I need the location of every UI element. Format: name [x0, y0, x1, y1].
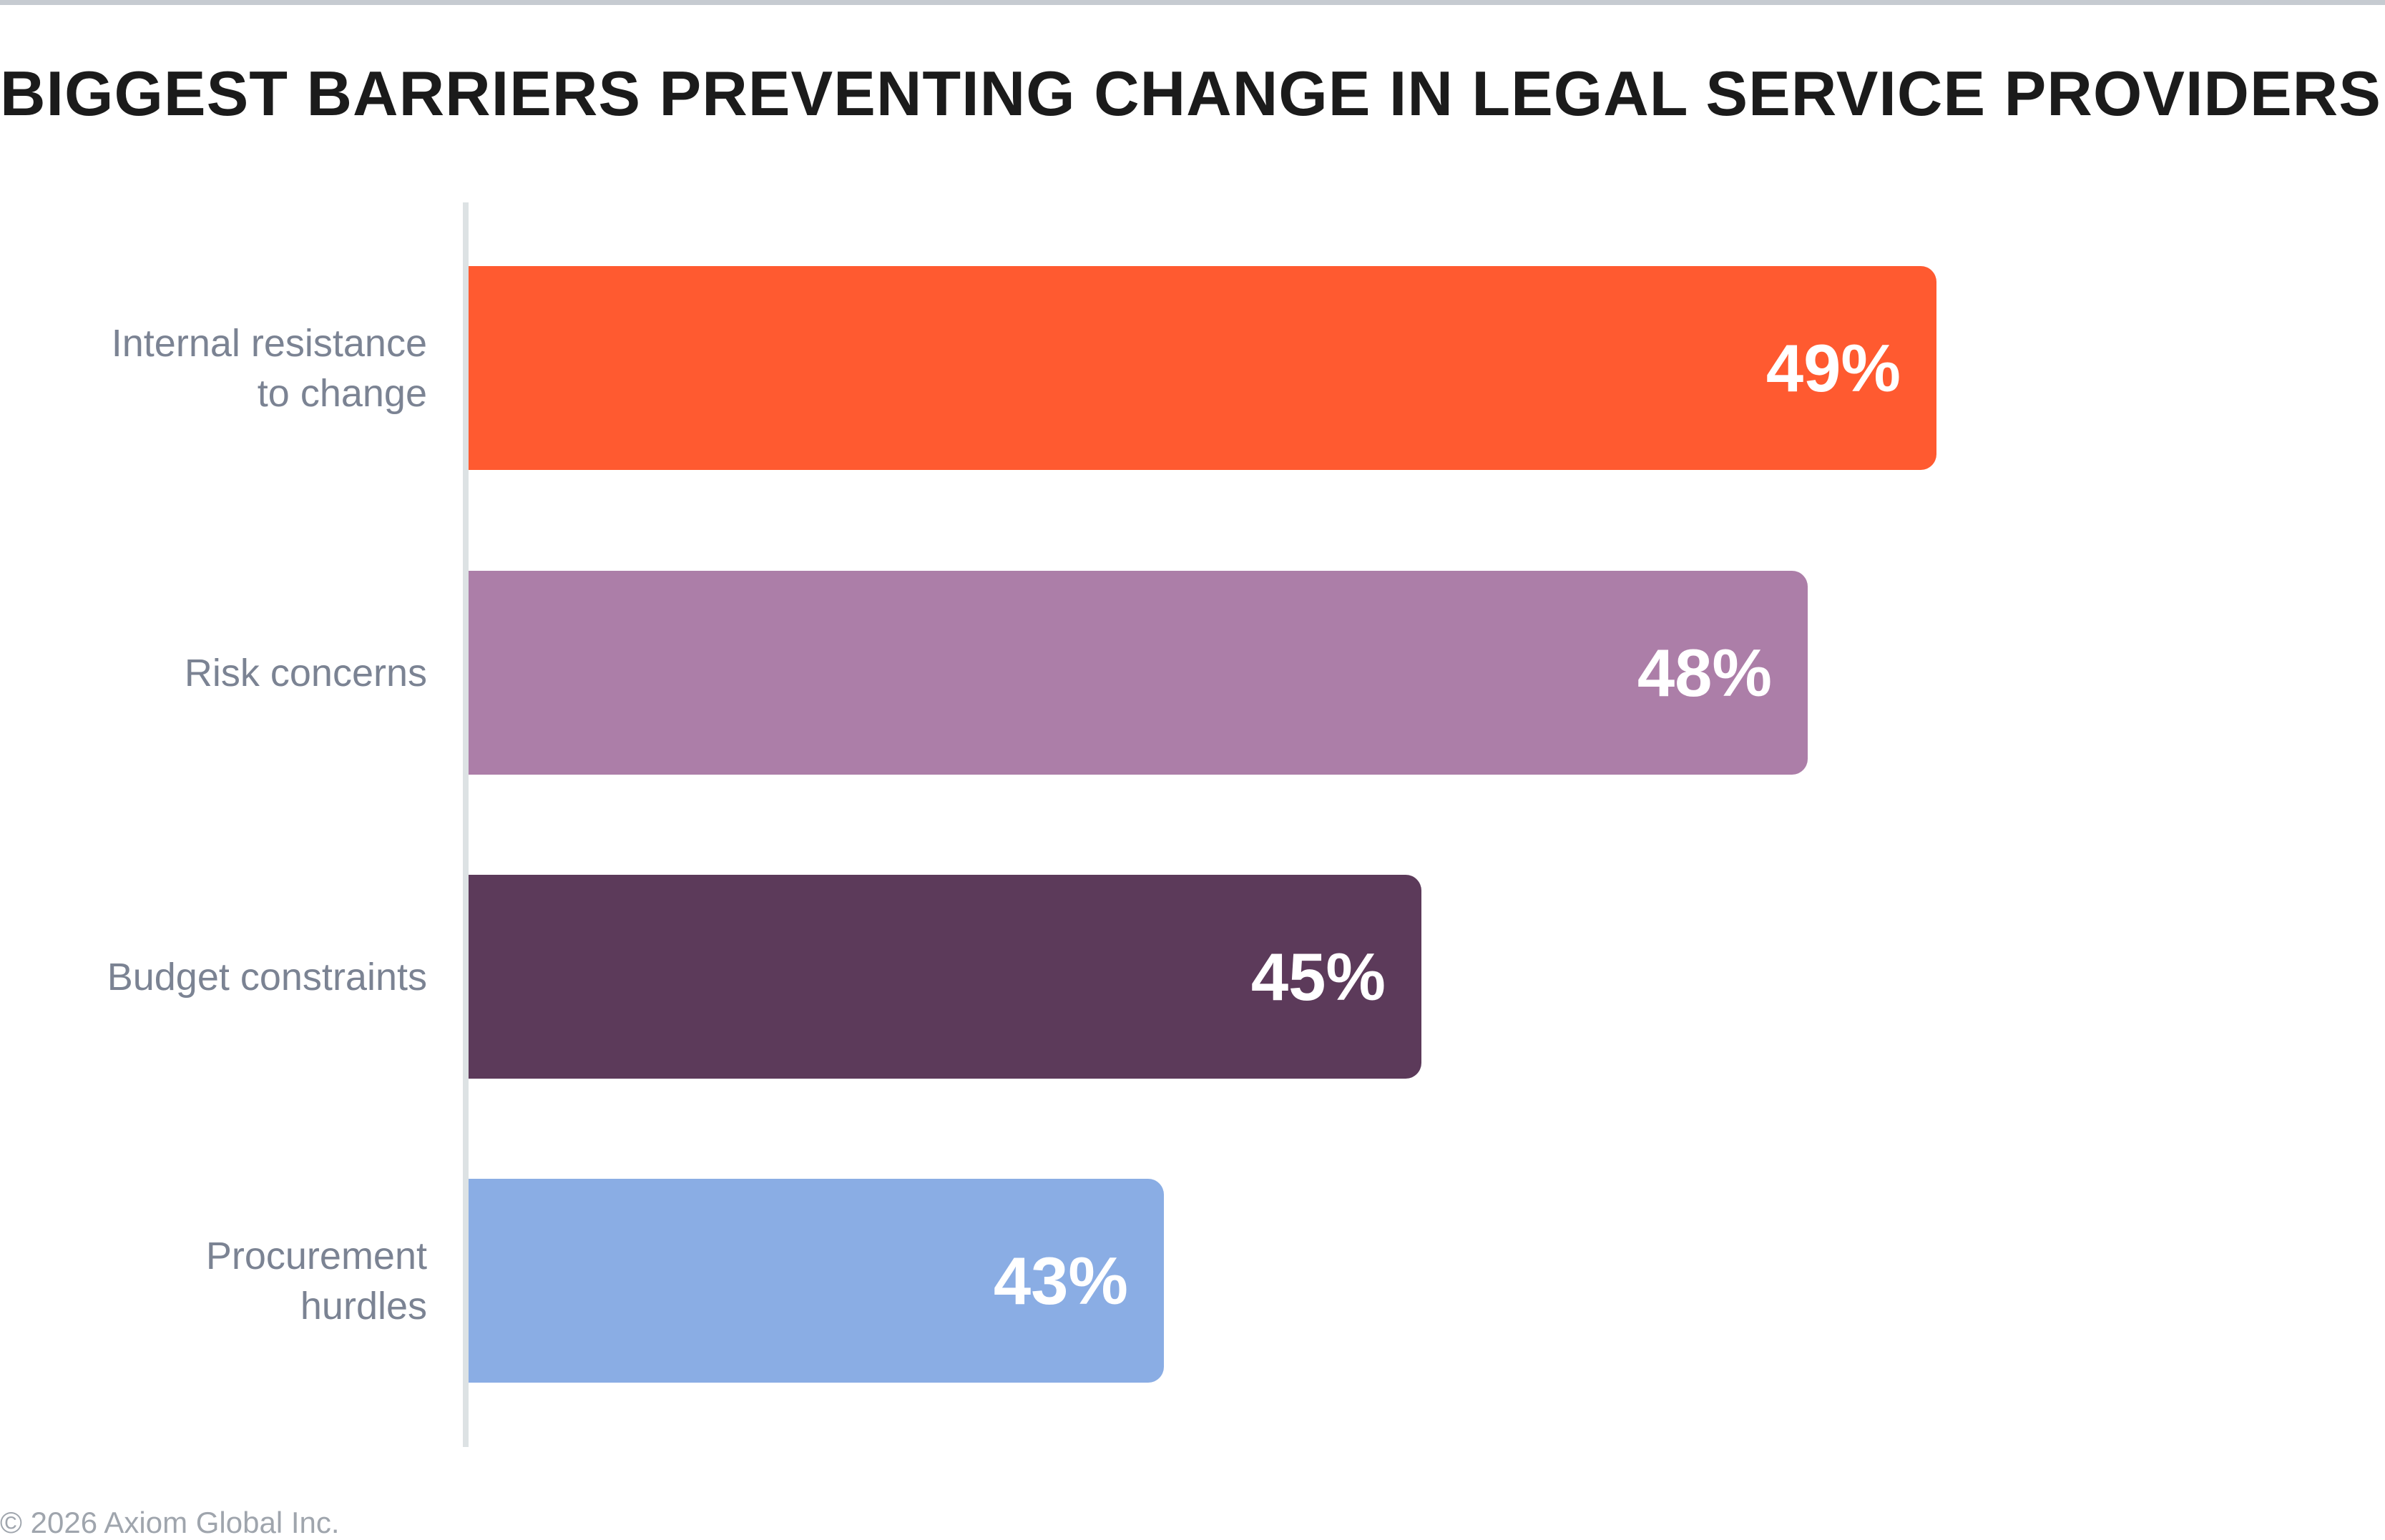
category-label: Procurement hurdles — [26, 1231, 427, 1331]
category-label: Risk concerns — [26, 648, 427, 698]
copyright-footer: © 2026 Axiom Global Inc. — [0, 1506, 340, 1539]
bar — [469, 875, 1421, 1079]
category-label-line: Budget constraints — [107, 955, 427, 999]
data-label: 48% — [1637, 635, 1772, 710]
category-label-line: to change — [257, 371, 427, 415]
data-label: 45% — [1250, 939, 1386, 1014]
category-label: Budget constraints — [26, 952, 427, 1002]
bar — [469, 1179, 1164, 1383]
category-label: Internal resistance to change — [26, 318, 427, 418]
category-label-line: Risk concerns — [184, 651, 427, 695]
category-label-line: Internal resistance — [111, 321, 427, 365]
top-divider — [0, 0, 2385, 5]
data-label: 43% — [993, 1243, 1128, 1318]
category-label-line: hurdles — [300, 1284, 427, 1328]
chart-title: BIGGEST BARRIERS PREVENTING CHANGE IN LE… — [0, 58, 2381, 129]
category-label-line: Procurement — [205, 1234, 427, 1277]
y-axis-line — [463, 202, 469, 1447]
bar — [469, 266, 1936, 470]
data-label: 49% — [1766, 330, 1901, 406]
bar — [469, 571, 1808, 775]
